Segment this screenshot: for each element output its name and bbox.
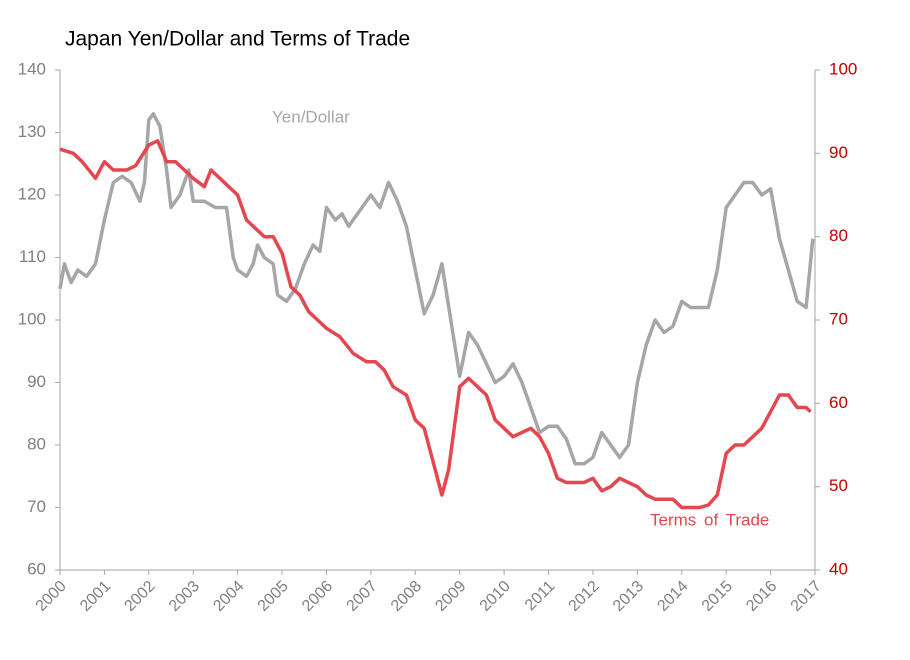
- y-tick-label: 140: [18, 59, 46, 78]
- y2-tick-label: 70: [829, 309, 848, 328]
- y2-tick-label: 90: [829, 143, 848, 162]
- x-tick-label: 2010: [477, 578, 514, 615]
- y-tick-label: 100: [18, 309, 46, 328]
- x-tick-label: 2004: [210, 578, 247, 615]
- x-tick-label: 2014: [654, 578, 691, 615]
- x-tick-label: 2015: [699, 578, 736, 615]
- x-tick-label: 2009: [432, 578, 469, 615]
- y-tick-label: 110: [19, 247, 46, 266]
- y2-tick-label: 80: [829, 226, 848, 245]
- x-tick-label: 2005: [255, 578, 292, 615]
- annotation: Yen/Dollar: [272, 107, 350, 126]
- x-tick-label: 2016: [743, 578, 780, 615]
- x-tick-label: 2003: [166, 578, 203, 615]
- y-tick-label: 60: [27, 559, 46, 578]
- y-tick-label: 80: [27, 434, 46, 453]
- x-tick-label: 2007: [344, 578, 381, 615]
- y2-tick-label: 100: [829, 59, 857, 78]
- x-tick-label: 2002: [121, 578, 158, 615]
- x-tick-label: 2000: [33, 578, 70, 615]
- x-tick-label: 2008: [388, 578, 425, 615]
- y-tick-label: 130: [18, 122, 46, 141]
- series-line: [59, 139, 812, 510]
- y2-tick-label: 50: [829, 476, 848, 495]
- y2-tick-label: 60: [829, 393, 848, 412]
- chart-title: Japan Yen/Dollar and Terms of Trade: [65, 28, 410, 51]
- x-tick-label: 2006: [299, 578, 336, 615]
- x-tick-label: 2001: [77, 578, 114, 615]
- y-tick-label: 70: [27, 497, 46, 516]
- x-tick-label: 2013: [610, 578, 647, 615]
- series-line: [58, 112, 815, 466]
- y-tick-label: 90: [27, 372, 46, 391]
- x-tick-label: 2017: [788, 578, 825, 615]
- x-tick-label: 2011: [522, 578, 558, 614]
- annotation: Terms of Trade: [650, 510, 769, 529]
- y-tick-label: 120: [18, 184, 46, 203]
- y2-tick-label: 40: [829, 559, 848, 578]
- x-tick-label: 2012: [566, 578, 603, 615]
